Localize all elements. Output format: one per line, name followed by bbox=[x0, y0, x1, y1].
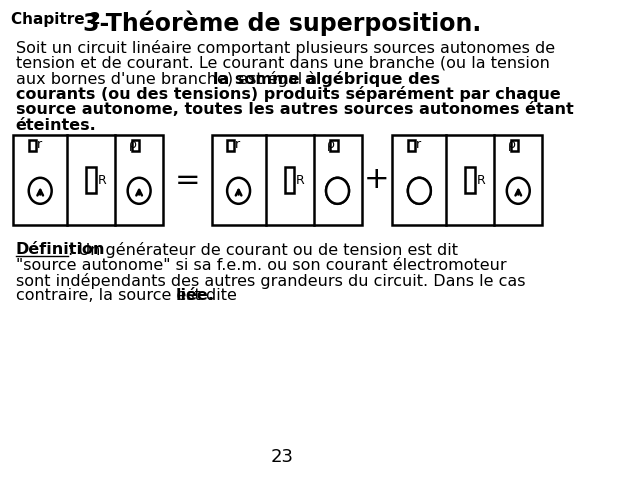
Text: tension et de courant. Le courant dans une branche (ou la tension: tension et de courant. Le courant dans u… bbox=[16, 56, 550, 71]
Bar bbox=[86, 167, 96, 193]
Bar bbox=[29, 140, 36, 151]
Text: ρ: ρ bbox=[327, 138, 335, 151]
Bar bbox=[285, 167, 294, 193]
Bar bbox=[465, 167, 475, 193]
Text: Soit un circuit linéaire comportant plusieurs sources autonomes de: Soit un circuit linéaire comportant plus… bbox=[16, 40, 555, 56]
Text: R: R bbox=[97, 173, 106, 187]
Text: 3-Théorème de superposition.: 3-Théorème de superposition. bbox=[83, 11, 481, 36]
Text: ρ: ρ bbox=[129, 138, 136, 151]
Text: sont indépendants des autres grandeurs du circuit. Dans le cas: sont indépendants des autres grandeurs d… bbox=[16, 273, 525, 289]
Bar bbox=[511, 140, 518, 151]
Bar bbox=[408, 140, 415, 151]
Text: r: r bbox=[235, 138, 240, 151]
Text: source autonome, toutes les autres sources autonomes étant: source autonome, toutes les autres sourc… bbox=[16, 102, 573, 117]
Text: éteintes.: éteintes. bbox=[16, 118, 97, 132]
Text: +: + bbox=[364, 166, 390, 194]
Bar bbox=[392, 135, 542, 225]
Text: aux bornes d'une branche) est égal à: aux bornes d'une branche) est égal à bbox=[16, 71, 323, 87]
Text: : Un générateur de courant ou de tension est dit: : Un générateur de courant ou de tension… bbox=[68, 242, 458, 258]
Text: R: R bbox=[477, 173, 485, 187]
Bar bbox=[330, 140, 337, 151]
Circle shape bbox=[408, 178, 431, 204]
Text: ρ: ρ bbox=[508, 138, 516, 151]
Text: 23: 23 bbox=[271, 448, 294, 466]
Bar bbox=[132, 140, 139, 151]
Text: contraire, la source est dite: contraire, la source est dite bbox=[16, 288, 242, 303]
Text: la somme algébrique des: la somme algébrique des bbox=[213, 71, 440, 87]
Bar bbox=[212, 135, 362, 225]
Text: Définition: Définition bbox=[16, 242, 106, 257]
Text: =: = bbox=[175, 166, 200, 194]
Text: Chapitre 2: Chapitre 2 bbox=[11, 12, 100, 27]
Text: "source autonome" si sa f.e.m. ou son courant électromoteur: "source autonome" si sa f.e.m. ou son co… bbox=[16, 257, 506, 273]
Bar bbox=[13, 135, 163, 225]
Bar bbox=[227, 140, 234, 151]
Text: R: R bbox=[296, 173, 305, 187]
Text: r: r bbox=[36, 138, 42, 151]
Circle shape bbox=[326, 178, 349, 204]
Text: r: r bbox=[415, 138, 420, 151]
Text: courants (ou des tensions) produits séparément par chaque: courants (ou des tensions) produits sépa… bbox=[16, 86, 561, 103]
Text: liée.: liée. bbox=[176, 288, 215, 303]
